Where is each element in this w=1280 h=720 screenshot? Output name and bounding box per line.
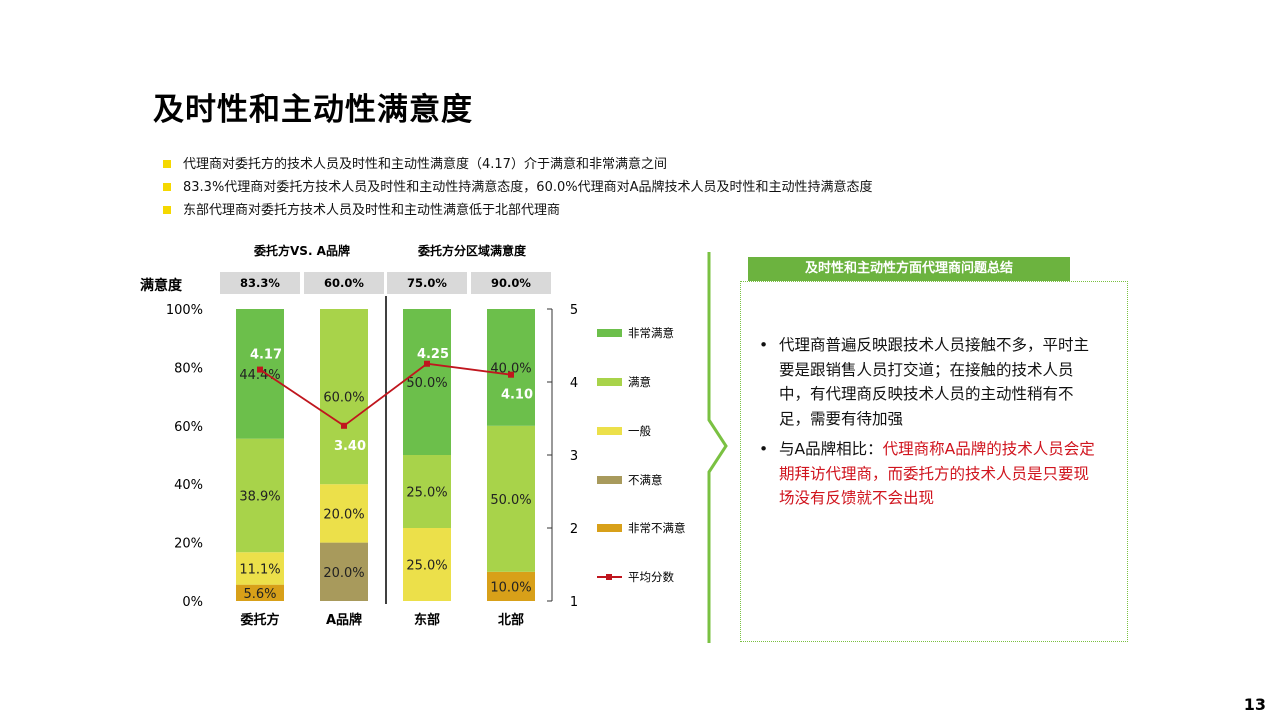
- chevron-separator: [707, 252, 728, 643]
- bar-data-label: 10.0%: [490, 580, 531, 595]
- bar-segment: [236, 552, 284, 585]
- avg-score-label: 4.17: [250, 348, 282, 363]
- bar-data-label: 20.0%: [323, 566, 364, 581]
- chart-group-label: 委托方VS. A品牌: [253, 243, 350, 258]
- bar-data-label: 50.0%: [406, 376, 447, 391]
- y-tick-label: 60%: [174, 420, 203, 435]
- avg-score-line: [259, 362, 512, 427]
- bar-segment: [487, 309, 535, 426]
- y2-tick-label: 5: [570, 303, 578, 318]
- legend-swatch: [597, 329, 622, 337]
- bar-data-label: 38.9%: [239, 489, 280, 504]
- bar-data-label: 25.0%: [406, 486, 447, 501]
- satisfaction-rate-cell: [304, 272, 384, 294]
- bar-segment: [403, 309, 451, 455]
- category-label: 北部: [498, 612, 524, 628]
- bar-segment: [320, 484, 368, 543]
- summary-item-highlight: 代理商称A品牌的技术人员会定期拜访代理商，而委托方的技术人员是只要现场没有反馈就…: [779, 440, 1095, 507]
- legend-swatch: [597, 378, 622, 386]
- summary-item: 代理商普遍反映跟技术人员接触不多，平时主要是跟销售人员打交道；在接触的技术人员中…: [757, 333, 1097, 431]
- bar-data-label: 5.6%: [243, 587, 276, 602]
- page-number: 13: [1243, 695, 1266, 714]
- legend-label: 满意: [628, 375, 651, 389]
- bar-data-label: 50.0%: [490, 493, 531, 508]
- finding-item: 83.3%代理商对委托方技术人员及时性和主动性持满意态度，60.0%代理商对A品…: [163, 176, 873, 199]
- bar-segment: [487, 571, 535, 601]
- y-tick-label: 0%: [182, 595, 203, 610]
- summary-item: 与A品牌相比：代理商称A品牌的技术人员会定期拜访代理商，而委托方的技术人员是只要…: [757, 437, 1097, 511]
- bar-segment: [236, 584, 284, 601]
- bar-segment: [236, 309, 284, 439]
- legend-swatch: [597, 427, 622, 435]
- y2-tick-label: 4: [570, 376, 578, 391]
- y-tick-label: 80%: [174, 361, 203, 376]
- legend-label: 不满意: [628, 473, 663, 487]
- slide-title: 及时性和主动性满意度: [153, 92, 473, 128]
- legend-marker: [606, 574, 612, 580]
- finding-item: 代理商对委托方的技术人员及时性和主动性满意度（4.17）介于满意和非常满意之间: [163, 153, 873, 176]
- category-label: 东部: [414, 612, 440, 628]
- avg-score-point: [257, 366, 263, 373]
- bar-segment: [403, 528, 451, 601]
- bar-segment: [236, 438, 284, 553]
- key-findings: 代理商对委托方的技术人员及时性和主动性满意度（4.17）介于满意和非常满意之间 …: [163, 153, 873, 222]
- bar-data-label: 11.1%: [239, 562, 280, 577]
- bar-segment: [320, 542, 368, 601]
- summary-item-prefix: 与A品牌相比：: [779, 440, 883, 458]
- category-label: 委托方: [239, 612, 279, 628]
- summary-panel-list: 代理商普遍反映跟技术人员接触不多，平时主要是跟销售人员打交道；在接触的技术人员中…: [757, 333, 1097, 517]
- summary-panel-header: 及时性和主动性方面代理商问题总结: [748, 257, 1070, 281]
- satisfaction-rate-value: 90.0%: [491, 276, 531, 290]
- legend-swatch: [597, 524, 622, 532]
- legend-swatch: [597, 476, 622, 484]
- avg-score-label: 4.25: [417, 347, 449, 362]
- satisfaction-rate-cell: [471, 272, 551, 294]
- y2-tick-label: 2: [570, 522, 578, 537]
- bar-segment: [403, 455, 451, 528]
- satisfaction-rate-value: 75.0%: [407, 276, 447, 290]
- y2-tick-label: 3: [570, 449, 578, 464]
- legend-label: 一般: [628, 424, 651, 438]
- summary-panel-border: [740, 281, 1128, 642]
- y-tick-label: 100%: [166, 303, 203, 318]
- bar-data-label: 44.4%: [239, 368, 280, 383]
- satisfaction-rate-value: 83.3%: [240, 276, 280, 290]
- y-tick-label: 40%: [174, 478, 203, 493]
- legend-label: 非常不满意: [628, 521, 686, 535]
- avg-score-point: [341, 422, 347, 429]
- legend-label: 非常满意: [628, 326, 674, 340]
- category-label: A品牌: [326, 612, 362, 628]
- avg-score-point: [508, 371, 514, 378]
- legend-label: 平均分数: [628, 570, 674, 584]
- y2-tick-label: 1: [570, 595, 578, 610]
- bar-segment: [320, 309, 368, 485]
- avg-score-label: 3.40: [334, 439, 366, 454]
- satisfaction-rate-value: 60.0%: [324, 276, 364, 290]
- finding-item: 东部代理商对委托方技术人员及时性和主动性满意低于北部代理商: [163, 199, 873, 222]
- y-tick-label: 20%: [174, 537, 203, 552]
- bar-segment: [487, 425, 535, 572]
- bar-data-label: 20.0%: [323, 507, 364, 522]
- bar-data-label: 60.0%: [323, 391, 364, 406]
- satisfaction-rate-cell: [387, 272, 467, 294]
- bar-data-label: 25.0%: [406, 559, 447, 574]
- avg-score-point: [424, 360, 430, 367]
- chart-group-label: 委托方分区域满意度: [417, 243, 527, 258]
- satisfaction-rate-cell: [220, 272, 300, 294]
- avg-score-label: 4.10: [501, 388, 533, 403]
- satisfaction-row-label: 满意度: [140, 277, 183, 294]
